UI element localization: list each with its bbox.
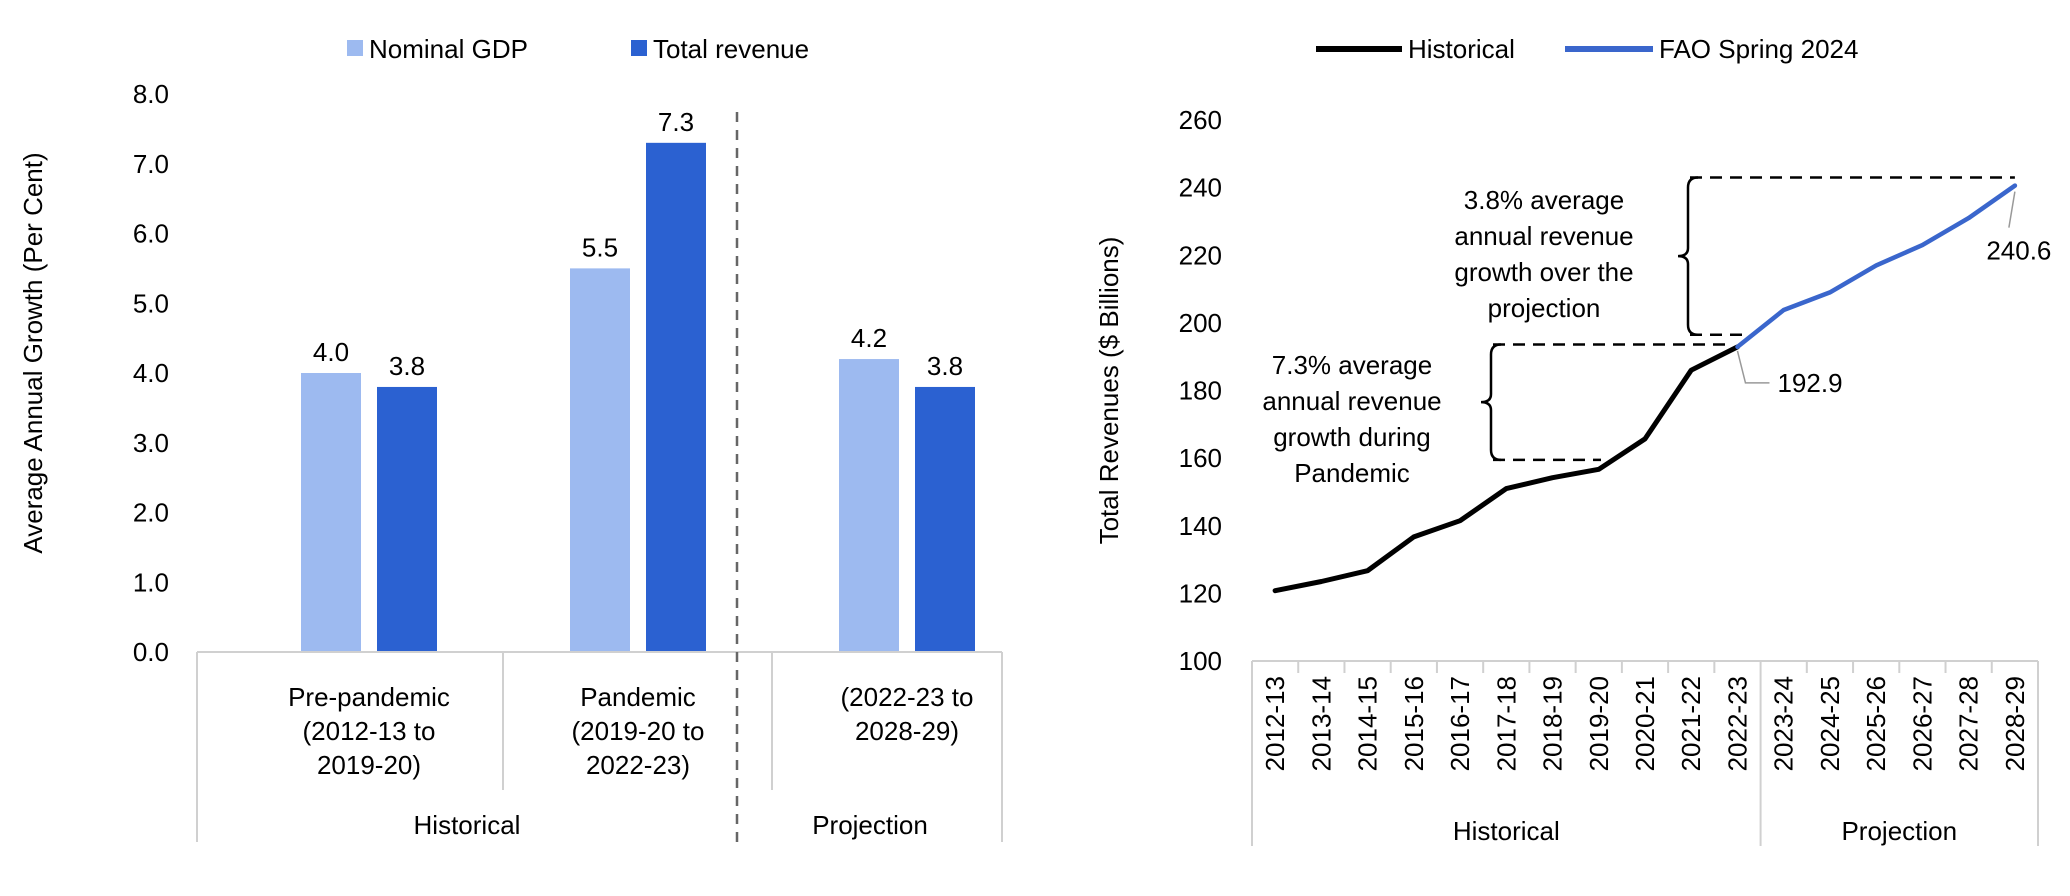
y-axis-title: Average Annual Growth (Per Cent): [18, 152, 48, 553]
x-tick-label: 2012-13: [1260, 676, 1290, 771]
y-tick-label: 200: [1179, 308, 1222, 338]
x-tick-label: 2016-17: [1445, 676, 1475, 771]
y-tick-label: 3.0: [133, 428, 169, 458]
group-label-projection: Projection: [1841, 816, 1957, 846]
bar-nominal-gdp: [570, 268, 630, 652]
x-tick-label: 2020-21: [1630, 676, 1660, 771]
category-label: Pandemic: [580, 682, 696, 712]
data-label-leader: [2008, 191, 2016, 228]
x-tick-label: 2013-14: [1306, 676, 1336, 771]
y-axis-title: Total Revenues ($ Billions): [1094, 237, 1124, 545]
series-line-historical: [1272, 344, 1740, 594]
category-label: (2022-23 to: [841, 682, 974, 712]
bar-data-label: 4.2: [851, 323, 887, 353]
y-tick-label: 6.0: [133, 219, 169, 249]
category-label: Pre-pandemic: [288, 682, 450, 712]
x-tick-label: 2014-15: [1353, 676, 1383, 771]
legend-swatch: [347, 40, 363, 56]
legend-label: Nominal GDP: [369, 34, 528, 64]
x-tick-label: 2017-18: [1491, 676, 1521, 771]
y-tick-label: 240: [1179, 173, 1222, 203]
x-tick-label: 2021-22: [1676, 676, 1706, 771]
annotation-text: 7.3% average: [1272, 350, 1432, 380]
x-tick-label: 2027-28: [1954, 676, 1984, 771]
x-tick-label: 2026-27: [1907, 676, 1937, 771]
y-tick-label: 120: [1179, 578, 1222, 608]
annotation-text: projection: [1488, 293, 1601, 323]
annotation-text: Pandemic: [1294, 458, 1410, 488]
y-tick-label: 180: [1179, 376, 1222, 406]
bar-data-label: 3.8: [927, 351, 963, 381]
bar-total-revenue: [377, 386, 437, 652]
annotation-brace: [1480, 343, 1502, 462]
x-tick-label: 2018-19: [1538, 676, 1568, 771]
y-tick-label: 2.0: [133, 498, 169, 528]
annotation-text: annual revenue: [1262, 386, 1441, 416]
group-label-historical: Historical: [1453, 816, 1560, 846]
y-tick-label: 1.0: [133, 567, 169, 597]
data-label-leader: [1736, 350, 1770, 384]
legend-swatch: [631, 40, 647, 56]
bar-data-label: 5.5: [582, 232, 618, 262]
x-tick-label: 2024-25: [1815, 676, 1845, 771]
y-tick-label: 140: [1179, 511, 1222, 541]
group-label-historical: Historical: [414, 810, 521, 840]
bar-data-label: 3.8: [389, 351, 425, 381]
annotation-text: growth over the: [1454, 257, 1633, 287]
x-tick-label: 2022-23: [1722, 676, 1752, 771]
category-label: (2019-20 to: [572, 716, 705, 746]
category-label: 2019-20): [317, 750, 421, 780]
annotation-brace: [1677, 176, 1699, 336]
bar-data-label: 7.3: [658, 107, 694, 137]
bar-nominal-gdp: [301, 373, 361, 652]
data-label: 240.6: [1986, 236, 2051, 266]
y-tick-label: 5.0: [133, 288, 169, 318]
data-label: 192.9: [1777, 368, 1842, 398]
bar-nominal-gdp: [839, 359, 899, 652]
legend-label: Historical: [1408, 34, 1515, 64]
y-tick-label: 260: [1179, 105, 1222, 135]
annotation-text: growth during: [1273, 422, 1431, 452]
y-tick-label: 8.0: [133, 79, 169, 109]
y-tick-label: 7.0: [133, 149, 169, 179]
x-tick-label: 2019-20: [1584, 676, 1614, 771]
x-tick-label: 2025-26: [1861, 676, 1891, 771]
legend-label: FAO Spring 2024: [1659, 34, 1858, 64]
category-label: 2022-23): [586, 750, 690, 780]
bar-data-label: 4.0: [313, 337, 349, 367]
y-tick-label: 220: [1179, 240, 1222, 270]
category-label: (2012-13 to: [303, 716, 436, 746]
bar-total-revenue: [915, 386, 975, 652]
series-line-fao-spring-2024: [1735, 183, 2018, 350]
x-tick-label: 2028-29: [2000, 676, 2030, 771]
annotation-text: annual revenue: [1454, 221, 1633, 251]
y-tick-label: 160: [1179, 443, 1222, 473]
category-label: 2028-29): [855, 716, 959, 746]
legend-label: Total revenue: [653, 34, 809, 64]
y-tick-label: 0.0: [133, 637, 169, 667]
group-label-projection: Projection: [812, 810, 928, 840]
x-tick-label: 2023-24: [1769, 676, 1799, 771]
bar-total-revenue: [646, 142, 706, 652]
x-tick-label: 2015-16: [1399, 676, 1429, 771]
y-tick-label: 4.0: [133, 358, 169, 388]
y-tick-label: 100: [1179, 646, 1222, 676]
annotation-text: 3.8% average: [1464, 185, 1624, 215]
